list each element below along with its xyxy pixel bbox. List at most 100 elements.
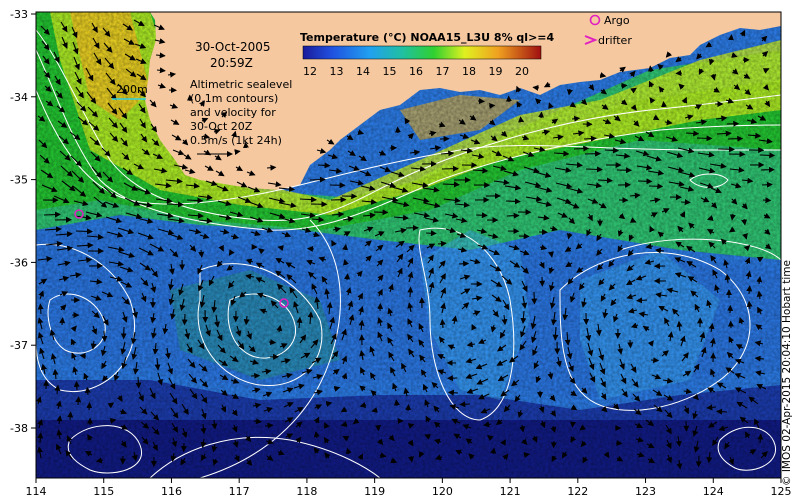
velocity-arrow bbox=[749, 449, 757, 455]
velocity-arrow bbox=[516, 100, 523, 108]
velocity-arrow bbox=[665, 424, 672, 435]
velocity-arrow bbox=[374, 231, 385, 237]
velocity-arrow bbox=[487, 233, 499, 239]
velocity-arrow bbox=[549, 281, 555, 292]
velocity-arrow bbox=[307, 311, 314, 325]
velocity-arrow bbox=[646, 442, 655, 449]
velocity-arrow bbox=[137, 232, 155, 240]
velocity-arrow bbox=[677, 147, 695, 154]
velocity-arrow bbox=[627, 307, 638, 314]
velocity-arrow bbox=[91, 166, 103, 179]
velocity-arrow bbox=[359, 350, 366, 361]
velocity-arrow bbox=[570, 390, 577, 397]
velocity-arrow bbox=[220, 111, 228, 119]
velocity-arrow bbox=[228, 249, 235, 256]
velocity-arrow bbox=[140, 292, 147, 303]
velocity-arrow bbox=[152, 441, 158, 451]
velocity-arrow bbox=[162, 323, 169, 335]
velocity-arrow bbox=[393, 214, 410, 221]
velocity-arrow bbox=[635, 150, 650, 157]
velocity-arrow bbox=[138, 391, 144, 402]
velocity-arrow bbox=[724, 273, 731, 284]
velocity-arrow bbox=[170, 452, 177, 462]
velocity-arrow bbox=[503, 404, 511, 413]
velocity-arrow bbox=[453, 433, 462, 440]
velocity-arrow bbox=[683, 405, 689, 415]
velocity-arrow bbox=[284, 417, 294, 423]
velocity-arrow bbox=[554, 166, 572, 173]
velocity-arrow bbox=[259, 308, 268, 315]
velocity-arrow bbox=[280, 217, 296, 224]
velocity-arrow bbox=[506, 212, 520, 219]
velocity-arrow bbox=[699, 182, 714, 189]
velocity-arrow bbox=[409, 149, 421, 156]
velocity-arrow bbox=[550, 425, 557, 433]
velocity-arrow bbox=[664, 317, 670, 327]
velocity-arrow bbox=[431, 381, 439, 389]
velocity-arrow bbox=[672, 308, 680, 317]
velocity-arrow bbox=[566, 88, 573, 96]
velocity-arrow bbox=[423, 383, 429, 393]
velocity-arrow bbox=[91, 22, 98, 34]
velocity-arrow bbox=[170, 308, 176, 320]
velocity-arrow bbox=[665, 51, 672, 58]
velocity-arrow bbox=[121, 296, 131, 305]
velocity-arrow bbox=[321, 276, 328, 285]
velocity-arrow bbox=[433, 438, 442, 445]
velocity-arrow bbox=[550, 311, 557, 326]
velocity-arrow bbox=[731, 198, 738, 205]
velocity-arrow bbox=[459, 274, 471, 281]
velocity-arrow bbox=[533, 146, 546, 153]
velocity-arrow bbox=[185, 182, 200, 189]
velocity-arrow bbox=[153, 167, 168, 174]
velocity-arrow bbox=[451, 418, 461, 425]
velocity-arrow bbox=[151, 327, 157, 340]
velocity-arrow bbox=[747, 132, 762, 139]
velocity-arrow bbox=[139, 118, 146, 129]
velocity-arrow bbox=[91, 310, 100, 319]
velocity-arrow bbox=[201, 453, 207, 462]
velocity-arrow bbox=[197, 279, 204, 292]
velocity-arrow bbox=[604, 147, 620, 154]
colorbar-tick-label: 20 bbox=[515, 65, 529, 78]
velocity-arrow bbox=[634, 422, 643, 428]
velocity-arrow bbox=[72, 366, 79, 376]
velocity-arrow bbox=[327, 153, 339, 160]
velocity-arrow bbox=[549, 296, 556, 309]
velocity-arrow bbox=[723, 259, 730, 269]
velocity-arrow bbox=[471, 323, 477, 331]
velocity-arrow bbox=[45, 100, 54, 107]
velocity-arrow bbox=[53, 195, 70, 204]
velocity-arrow bbox=[735, 344, 744, 350]
velocity-arrow bbox=[756, 384, 767, 390]
velocity-arrow bbox=[122, 23, 133, 31]
velocity-arrow bbox=[459, 401, 471, 408]
velocity-arrow bbox=[60, 165, 74, 177]
velocity-arrow bbox=[346, 134, 354, 141]
velocity-arrow bbox=[488, 102, 496, 109]
velocity-arrow bbox=[289, 286, 298, 299]
velocity-arrow bbox=[476, 378, 489, 385]
velocity-arrow bbox=[186, 343, 193, 354]
velocity-arrow bbox=[491, 150, 503, 156]
velocity-arrow bbox=[755, 324, 763, 331]
velocity-arrow bbox=[106, 87, 117, 101]
velocity-arrow bbox=[348, 314, 355, 326]
velocity-arrow bbox=[600, 392, 607, 401]
velocity-arrow bbox=[347, 150, 356, 156]
velocity-arrow bbox=[171, 422, 178, 433]
velocity-arrow bbox=[340, 421, 348, 428]
velocity-arrow bbox=[460, 288, 471, 295]
velocity-arrow bbox=[77, 116, 89, 126]
velocity-arrow bbox=[629, 192, 641, 199]
velocity-arrow bbox=[407, 302, 414, 313]
velocity-arrow bbox=[60, 21, 68, 33]
velocity-arrow bbox=[231, 393, 240, 399]
velocity-arrow bbox=[157, 372, 163, 386]
velocity-arrow bbox=[625, 279, 636, 285]
colorbar-tick-label: 15 bbox=[383, 65, 397, 78]
velocity-arrow bbox=[293, 383, 305, 390]
velocity-arrow bbox=[520, 310, 527, 325]
velocity-arrow bbox=[615, 440, 623, 447]
velocity-arrow bbox=[95, 457, 104, 464]
